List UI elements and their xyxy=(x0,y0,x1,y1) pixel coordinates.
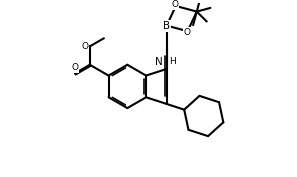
Text: O: O xyxy=(71,64,78,72)
Text: O: O xyxy=(183,28,190,37)
Text: O: O xyxy=(82,42,89,51)
Text: N: N xyxy=(155,57,163,67)
Text: H: H xyxy=(169,57,176,66)
Text: O: O xyxy=(171,1,178,10)
Text: B: B xyxy=(163,21,170,31)
